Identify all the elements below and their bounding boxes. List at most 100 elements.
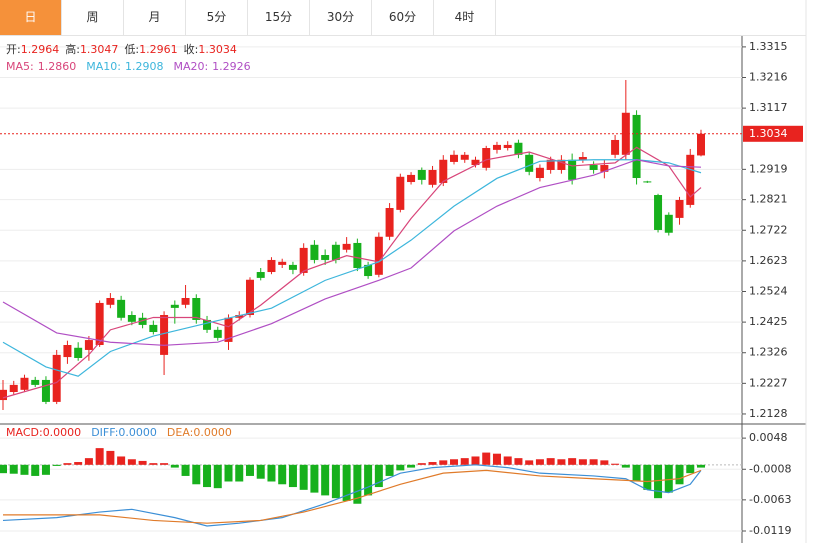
period-tab[interactable]: 30分: [310, 0, 372, 35]
ma-legend: MA5: 1.2860 MA10: 1.2908 MA20: 1.2926: [6, 60, 251, 73]
macd-name: DEA:: [167, 426, 193, 439]
macd-bar: [546, 458, 555, 465]
y-tick-label: -0.0008: [749, 462, 791, 475]
macd-bar: [697, 464, 705, 468]
macd-bar: [52, 464, 61, 466]
macd-bar: [117, 456, 126, 465]
ohlc-value: 1.3034: [198, 43, 237, 56]
ma-name: MA5:: [6, 60, 34, 73]
candle-body: [224, 317, 233, 342]
macd-bar: [578, 459, 587, 465]
macd-bar: [20, 464, 29, 475]
candle-body: [41, 379, 50, 402]
candle-body: [546, 159, 555, 170]
ohlc-name: 低:: [124, 43, 139, 56]
period-tab[interactable]: 4时: [434, 0, 496, 35]
candle-body: [203, 319, 212, 330]
macd-bar: [235, 464, 244, 482]
macd-bar: [170, 464, 179, 468]
macd-bar: [621, 464, 630, 468]
candle-body: [503, 144, 512, 149]
candle-body: [492, 144, 501, 150]
candle-body: [299, 247, 308, 273]
candle-body: [557, 159, 566, 170]
macd-bar: [643, 464, 652, 490]
candle-body: [31, 379, 40, 385]
period-tab[interactable]: 15分: [248, 0, 310, 35]
macd-bar: [654, 464, 663, 499]
candle-body: [664, 214, 673, 233]
y-tick-label: 1.2722: [749, 223, 788, 236]
macd-bar: [160, 463, 169, 465]
ohlc-header: 开:1.2964 高:1.3047 低:1.2961 收:1.3034: [6, 42, 237, 56]
period-tab[interactable]: 60分: [372, 0, 434, 35]
candle-body: [697, 133, 705, 156]
last-price-label: 1.3034: [749, 127, 788, 140]
macd-bar: [407, 464, 416, 468]
candle-body: [288, 264, 297, 270]
ma-value: 1.2908: [125, 60, 164, 73]
candle-body: [439, 159, 448, 183]
candle-body: [535, 167, 544, 179]
macd-bar: [278, 464, 287, 485]
last-price-box: [743, 125, 803, 142]
candle-body: [600, 165, 609, 172]
candle-body: [321, 255, 330, 260]
macd-bar: [664, 464, 673, 493]
candle-body: [385, 208, 394, 237]
ma-value: 1.2860: [38, 60, 77, 73]
macd-value: 0.0000: [193, 426, 232, 439]
ohlc-value: 1.2964: [21, 43, 60, 56]
period-tab[interactable]: 日: [0, 0, 62, 35]
macd-bar: [482, 452, 491, 465]
candle-body: [213, 329, 222, 338]
candle-body: [9, 384, 18, 393]
macd-bar: [385, 464, 394, 476]
candle-body: [192, 297, 201, 320]
macd-bar: [203, 464, 212, 488]
macd-bar: [675, 464, 684, 485]
candle-body: [589, 165, 598, 170]
y-tick-label: 1.2227: [749, 376, 788, 389]
macd-bar: [31, 464, 40, 476]
macd-bar: [353, 464, 362, 504]
macd-bar: [63, 463, 72, 465]
macd-bar: [192, 464, 201, 485]
candle-body: [417, 169, 426, 180]
candle-body: [256, 272, 265, 278]
macd-bar: [256, 464, 265, 479]
ohlc-name: 高:: [65, 42, 80, 56]
macd-bar: [503, 456, 512, 465]
macd-bar: [686, 464, 695, 474]
macd-bar: [213, 464, 222, 489]
period-tab[interactable]: 5分: [186, 0, 248, 35]
candle-body: [95, 302, 104, 345]
candle-body: [0, 389, 7, 401]
candle-body: [342, 243, 351, 250]
y-tick-label: 1.2524: [749, 285, 788, 298]
period-tab[interactable]: 月: [124, 0, 186, 35]
candle-body: [160, 315, 169, 355]
y-tick-label: 0.0048: [749, 431, 788, 444]
macd-bar: [417, 463, 426, 465]
macd-bar: [525, 460, 534, 465]
candle-body: [460, 154, 469, 160]
candle-body: [63, 345, 72, 358]
macd-bar: [374, 464, 383, 488]
candle-body: [450, 154, 459, 162]
macd-bar: [342, 464, 351, 501]
candle-body: [396, 176, 405, 210]
macd-bar: [181, 464, 190, 476]
macd-bar: [138, 460, 147, 465]
period-tabs: 日周月 5分 15分 30分 60分 4时: [0, 0, 806, 36]
y-tick-label: -0.0063: [749, 493, 791, 506]
candle-body: [643, 181, 652, 183]
y-tick-label: 1.3315: [749, 40, 788, 53]
ohlc-value: 1.3047: [80, 43, 119, 56]
candle-body: [675, 199, 684, 218]
candle-body: [654, 195, 663, 230]
period-tab[interactable]: 周: [62, 0, 124, 35]
macd-line: [2, 464, 702, 527]
